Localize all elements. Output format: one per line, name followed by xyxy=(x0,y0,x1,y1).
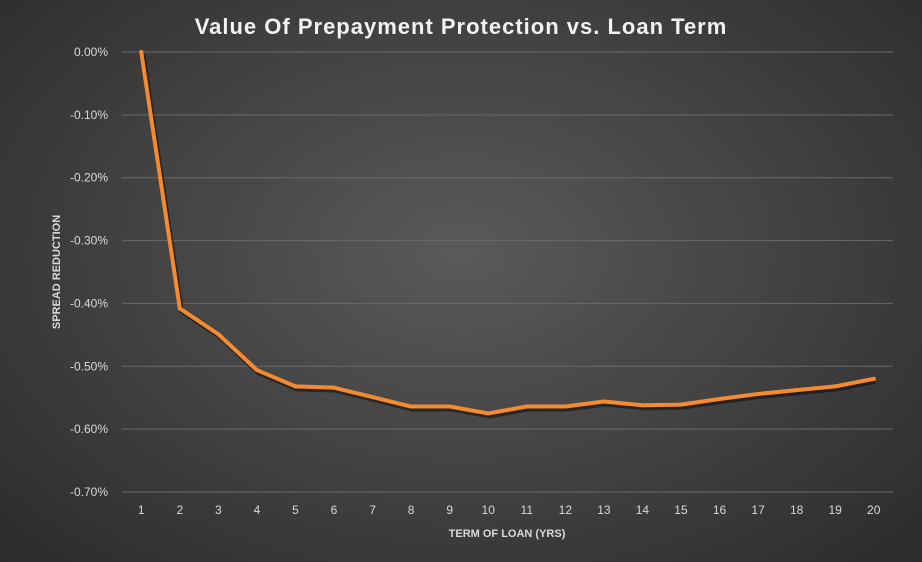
series-line-shadow xyxy=(140,54,876,419)
data-point xyxy=(717,396,722,401)
x-tick-label: 7 xyxy=(369,503,376,517)
data-point xyxy=(601,399,606,404)
y-tick-label: -0.50% xyxy=(70,359,108,373)
data-point xyxy=(640,403,645,408)
data-point xyxy=(216,332,221,337)
x-tick-label: 13 xyxy=(597,503,611,517)
data-point xyxy=(794,388,799,393)
x-tick-label: 19 xyxy=(828,503,842,517)
x-tick-label: 17 xyxy=(751,503,765,517)
x-tick-label: 10 xyxy=(482,503,496,517)
data-point xyxy=(139,50,144,54)
x-tick-label: 15 xyxy=(674,503,688,517)
chart-title: Value Of Prepayment Protection vs. Loan … xyxy=(194,14,728,39)
y-tick-label: -0.70% xyxy=(70,485,108,499)
data-point xyxy=(332,385,337,390)
data-point xyxy=(486,411,491,416)
data-point xyxy=(563,404,568,409)
x-tick-label: 4 xyxy=(254,503,261,517)
data-point xyxy=(177,306,182,311)
data-point xyxy=(370,395,375,400)
x-tick-label: 12 xyxy=(559,503,573,517)
data-point xyxy=(409,404,414,409)
data-point xyxy=(871,376,876,381)
x-tick-label: 2 xyxy=(176,503,183,517)
y-tick-label: -0.20% xyxy=(70,171,108,185)
data-point xyxy=(678,402,683,407)
x-tick-label: 9 xyxy=(446,503,453,517)
data-point xyxy=(756,391,761,396)
x-tick-label: 5 xyxy=(292,503,299,517)
data-point xyxy=(524,404,529,409)
series-line xyxy=(139,50,876,416)
data-point xyxy=(833,384,838,389)
y-axis-label: SPREAD REDUCTION xyxy=(51,215,63,329)
x-tick-label: 8 xyxy=(408,503,415,517)
x-tick-label: 1 xyxy=(138,503,145,517)
data-point xyxy=(293,384,298,389)
x-tick-label: 20 xyxy=(867,503,881,517)
x-tick-label: 11 xyxy=(521,503,534,517)
y-tick-label: -0.10% xyxy=(70,108,108,122)
x-axis-label: TERM OF LOAN (YRS) xyxy=(449,528,566,540)
y-tick-label: -0.30% xyxy=(70,234,108,248)
x-tick-label: 16 xyxy=(713,503,727,517)
y-tick-label: 0.00% xyxy=(74,45,108,59)
data-point xyxy=(447,404,452,409)
data-point xyxy=(254,368,259,373)
x-tick-label: 18 xyxy=(790,503,804,517)
x-tick-label: 6 xyxy=(331,503,338,517)
x-tick-label: 3 xyxy=(215,503,222,517)
y-tick-label: -0.40% xyxy=(70,296,108,310)
y-tick-label: -0.60% xyxy=(70,422,108,436)
x-tick-label: 14 xyxy=(636,503,650,517)
